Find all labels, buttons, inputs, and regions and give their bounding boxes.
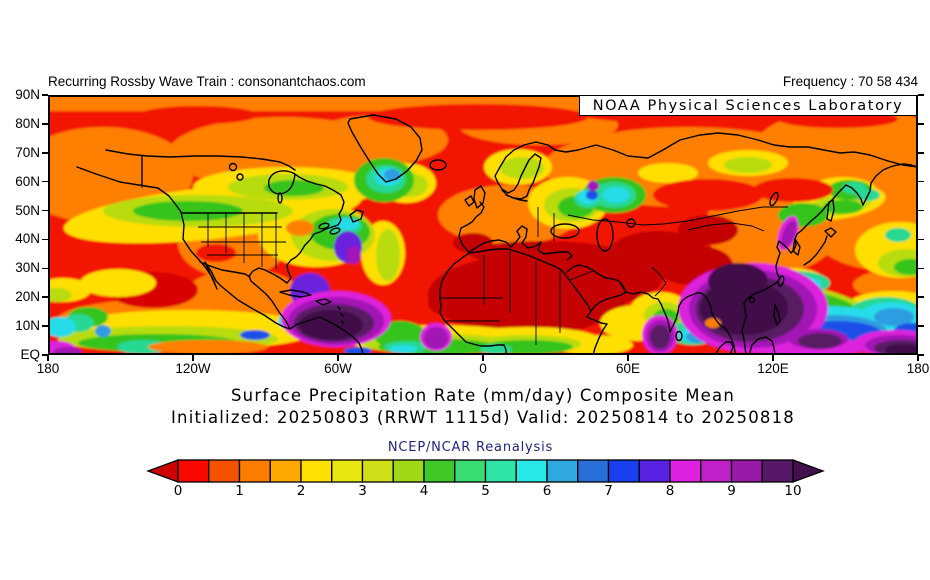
lon-label-60W-2: 60W xyxy=(324,361,352,376)
map-frame xyxy=(48,95,918,355)
colorbar-cells xyxy=(177,459,794,483)
lon-tick xyxy=(482,355,484,361)
annotation-frequency: Frequency : 70 58 434 xyxy=(782,74,918,89)
colorbar-segment-2 xyxy=(238,459,271,483)
colorbar-tick-3: 3 xyxy=(358,483,367,499)
data-source-label: NCEP/NCAR Reanalysis xyxy=(387,440,554,455)
lat-tick xyxy=(42,152,48,154)
lat-tick xyxy=(42,94,48,96)
colorbar-tick-9: 9 xyxy=(727,483,736,499)
colorbar-segment-12 xyxy=(546,459,579,483)
colorbar-segment-6 xyxy=(361,459,394,483)
lat-label-10N: 10N xyxy=(15,318,40,334)
lon-label-120E-5: 120E xyxy=(757,361,789,376)
colorbar-segment-4 xyxy=(300,459,333,483)
colorbar-tick-2: 2 xyxy=(296,483,306,499)
lon-label-180-6: 180 xyxy=(906,361,930,376)
lon-tick xyxy=(917,355,919,361)
precip-blobs xyxy=(48,95,918,355)
map-panel: NOAA Physical Sciences Laboratory xyxy=(48,95,918,355)
colorbar-segment-16 xyxy=(669,459,702,483)
colorbar-tick-10: 10 xyxy=(784,483,802,499)
lat-label-70N: 70N xyxy=(15,144,40,160)
lat-label-EQ: EQ xyxy=(20,347,40,362)
country-borders xyxy=(198,206,788,345)
colorbar-segment-18 xyxy=(730,459,763,483)
colorbar-tick-1: 1 xyxy=(235,483,244,499)
colorbar-segment-3 xyxy=(269,459,302,483)
colorbar-segment-10 xyxy=(484,459,517,483)
lat-tick xyxy=(918,209,924,212)
lat-label-30N: 30N xyxy=(15,260,40,276)
colorbar-tick-8: 8 xyxy=(665,483,675,499)
colorbar-right-arrow xyxy=(792,459,825,483)
colorbar-segment-17 xyxy=(700,459,733,483)
lat-label-90N: 90N xyxy=(15,87,40,102)
colorbar-segment-15 xyxy=(638,459,671,483)
lat-tick xyxy=(42,354,48,356)
lat-tick xyxy=(42,180,48,183)
colorbar-tick-6: 6 xyxy=(542,483,552,499)
colorbar-segment-14 xyxy=(607,459,640,483)
lat-label-50N: 50N xyxy=(15,202,40,218)
coastlines xyxy=(76,114,918,355)
lat-tick xyxy=(918,267,924,270)
lat-tick xyxy=(918,296,924,298)
colorbar-segment-19 xyxy=(761,459,794,483)
colorbar-segment-13 xyxy=(577,459,610,483)
chart-title: Surface Precipitation Rate (mm/day) Comp… xyxy=(231,386,735,405)
lon-tick xyxy=(192,355,194,361)
lon-tick xyxy=(47,355,49,361)
lat-tick xyxy=(918,180,924,183)
precip-field-svg xyxy=(48,95,918,355)
chart-subtitle: Initialized: 20250803 (RRWT 1115d) Valid… xyxy=(170,408,796,427)
colorbar-tick-7: 7 xyxy=(604,483,613,499)
lat-label-60N: 60N xyxy=(15,173,40,189)
credit-text: NOAA Physical Sciences Laboratory xyxy=(592,97,904,114)
annotation-left: Recurring Rossby Wave Train : consonantc… xyxy=(48,74,366,89)
lat-label-40N: 40N xyxy=(15,231,40,247)
colorbar xyxy=(146,459,825,483)
lat-tick xyxy=(42,296,48,298)
lon-label-60E-4: 60E xyxy=(615,361,641,376)
lat-tick xyxy=(42,325,48,327)
colorbar-segment-7 xyxy=(392,459,425,483)
lat-tick xyxy=(918,123,924,125)
lat-tick xyxy=(918,152,924,154)
colorbar-segment-1 xyxy=(208,459,241,483)
lat-label-80N: 80N xyxy=(15,115,40,131)
colorbar-left-arrow xyxy=(146,459,179,483)
lat-tick xyxy=(42,123,48,125)
colorbar-tick-0: 0 xyxy=(173,483,183,499)
lon-label-120W-1: 120W xyxy=(175,361,211,376)
lat-label-20N: 20N xyxy=(15,289,40,305)
colorbar-segment-9 xyxy=(454,459,487,483)
colorbar-segment-8 xyxy=(423,459,456,483)
colorbar-segment-5 xyxy=(331,459,364,483)
lon-tick xyxy=(627,355,629,361)
lat-tick xyxy=(918,354,924,356)
colorbar-tick-4: 4 xyxy=(419,483,429,499)
colorbar-segment-11 xyxy=(515,459,548,483)
lon-label-0-3: 0 xyxy=(479,361,487,376)
colorbar-segment-0 xyxy=(177,459,210,483)
lat-tick xyxy=(42,209,48,212)
lon-label-180-0: 180 xyxy=(36,361,60,376)
titles-block: Surface Precipitation Rate (mm/day) Comp… xyxy=(48,386,918,427)
lat-tick xyxy=(918,325,924,327)
lat-tick xyxy=(42,267,48,270)
colorbar-tick-5: 5 xyxy=(481,483,490,499)
lon-tick xyxy=(772,355,774,361)
lat-tick xyxy=(918,238,924,241)
lat-tick xyxy=(918,94,924,96)
lon-tick xyxy=(337,355,339,361)
lat-tick xyxy=(42,238,48,241)
credit-box: NOAA Physical Sciences Laboratory xyxy=(579,96,916,116)
